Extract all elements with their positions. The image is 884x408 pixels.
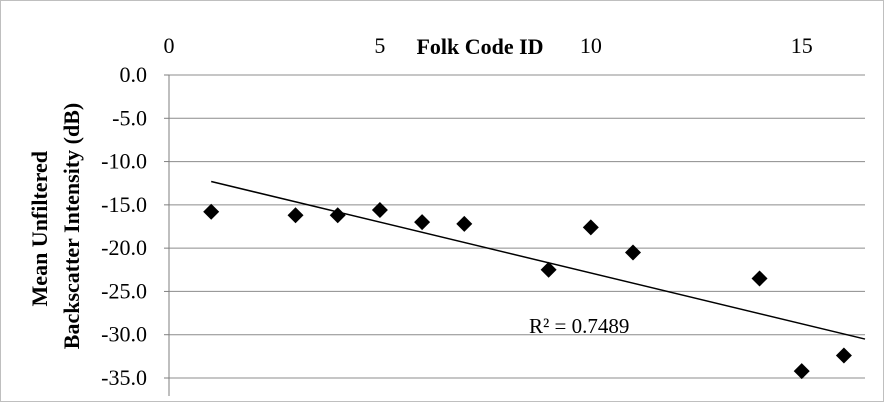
y-axis-ticks: 0.0 -5.0 -10.0 -15.0 -20.0 -25.0 -30.0 -35.0 (101, 62, 169, 390)
x-tick-label: 10 (580, 33, 602, 58)
y-tick-label: -5.0 (112, 105, 147, 130)
trendline (211, 180, 866, 340)
data-point (625, 244, 641, 261)
data-point (582, 219, 599, 236)
y-axis-title-line-2: Backscatter Intensity (dB) (59, 103, 84, 349)
y-tick-label: -10.0 (101, 149, 147, 174)
x-axis-title: Folk Code ID (416, 34, 543, 59)
y-axis-title-line-1: Mean Unfiltered (27, 151, 52, 306)
trendline-group (211, 180, 866, 340)
gridlines (169, 74, 865, 379)
y-tick-label: -30.0 (101, 322, 147, 347)
data-points (203, 202, 852, 380)
data-point (456, 215, 473, 232)
y-tick-label: -25.0 (101, 278, 147, 303)
data-point (329, 207, 346, 224)
y-axis-title: Mean Unfiltered Backscatter Intensity (d… (27, 103, 84, 349)
data-point (540, 261, 557, 278)
y-tick-label: -15.0 (101, 192, 147, 217)
data-point (414, 214, 431, 231)
data-point (835, 347, 852, 364)
data-point (371, 202, 388, 219)
data-point (287, 207, 304, 224)
data-point (203, 203, 220, 220)
data-point (751, 270, 768, 287)
y-tick-label: 0.0 (120, 62, 148, 87)
y-tick-label: -20.0 (101, 235, 147, 260)
x-tick-label: 15 (791, 33, 813, 58)
x-tick-label: 0 (164, 33, 175, 58)
y-tick-label: -35.0 (101, 365, 147, 390)
data-point (793, 363, 810, 380)
x-axis-ticks: 0 5 10 15 (164, 33, 813, 58)
r-squared-label: R² = 0.7489 (529, 314, 629, 338)
x-tick-label: 5 (374, 33, 385, 58)
